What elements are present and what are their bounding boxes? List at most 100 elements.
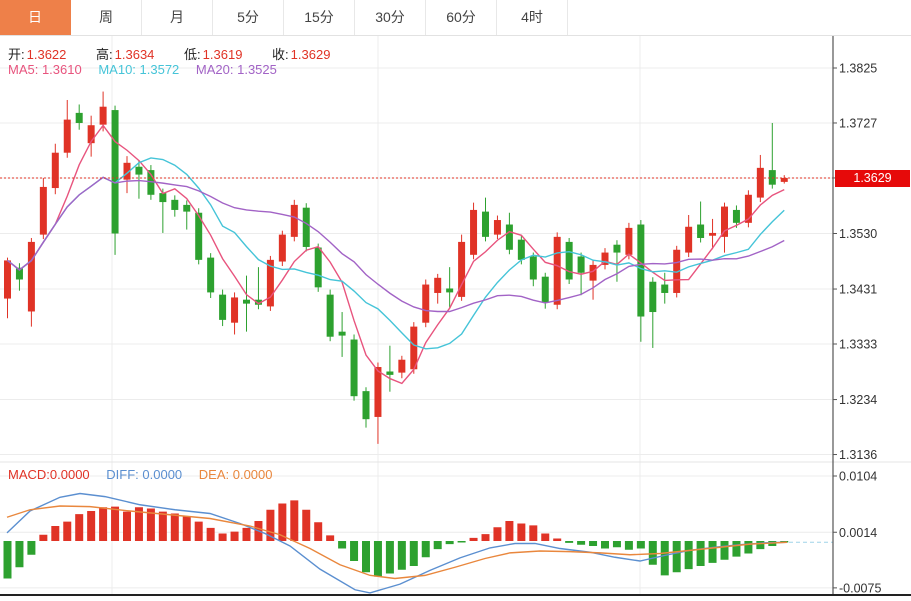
candle-body [589,264,597,281]
high-label: 高: [96,47,113,62]
candle-body [195,212,203,260]
macd-bar [421,541,430,558]
candle-body [63,119,71,153]
macd-bar [111,506,120,541]
y-axis-label: 1.3431 [839,283,877,297]
candle-body [207,257,215,293]
candle-body [386,371,394,375]
macd-bar [338,541,347,549]
macd-bar [756,541,765,550]
macd-bar [278,503,287,541]
y-axis-label: 0.0014 [839,526,877,540]
high-value: 1.3634 [114,47,155,62]
macd-bar [469,537,478,541]
macd-bar [684,541,693,570]
macd-bar [601,541,609,549]
candle-body [111,110,119,234]
macd-bar [660,541,669,576]
ma-legend: MA5: 1.3610 MA10: 1.3572 MA20: 1.3525 [8,62,290,77]
open-label: 开: [8,47,25,62]
macd-bar [409,541,418,566]
tab-30min[interactable]: 30分 [355,0,426,35]
tab-60min[interactable]: 60分 [426,0,497,35]
ma10-value: MA10: 1.3572 [98,62,180,77]
tab-week[interactable]: 周 [71,0,142,35]
candle-body [410,326,418,370]
diff-line [6,492,788,594]
macd-bar [15,541,24,568]
macd-bar [242,527,251,541]
tab-day[interactable]: 日 [0,0,71,35]
macd-bar [350,541,359,561]
y-axis-label: 1.3333 [839,338,877,352]
y-axis-label: 1.3234 [839,393,877,407]
y-axis-label: 1.3825 [839,62,877,76]
candle-body [135,166,143,175]
candle-body [231,297,239,323]
candle-body [87,125,95,144]
candle-body [219,294,227,320]
candle-body [709,232,717,236]
macd-bar [577,541,586,545]
ma20-line [7,176,785,313]
macd-bar [445,541,454,545]
macd-bar [158,511,167,541]
macd-bar [541,533,550,541]
macd-bar [648,541,657,565]
macd-bar [302,509,311,541]
candle-body [601,252,609,265]
candle-body [577,256,585,273]
macd-bar [672,541,681,573]
interval-tabbar: 日周月 5分 15分 30分 60分 4时 [0,0,911,36]
tab-4h[interactable]: 4时 [497,0,568,35]
candle-body [15,267,23,280]
macd-bar [708,541,717,563]
candle-body [183,204,191,212]
macd-bar [385,541,394,574]
macd-bar [612,541,621,548]
candle-body [302,207,310,247]
macd-value: MACD:0.0000 [8,467,90,482]
candle-body [39,186,47,235]
ma20-value: MA20: 1.3525 [195,62,277,77]
candle-body [314,247,322,288]
macd-bar [589,541,598,546]
macd-bar [3,541,12,579]
candle-body [517,239,525,260]
macd-bar [326,535,335,541]
macd-bar [433,541,442,550]
candle-body [171,199,179,210]
candle-body [266,259,274,307]
tab-month[interactable]: 月 [142,0,213,35]
macd-bar [744,541,753,554]
candle-body [446,288,454,293]
macd-bar [732,541,741,557]
macd-bar [314,522,323,541]
y-axis-label: 1.3530 [839,227,877,241]
candle-body [422,284,430,323]
candle-body [398,359,406,373]
candle-body [123,162,131,180]
tab-5min[interactable]: 5分 [213,0,284,35]
candle-body [732,209,740,223]
candle-body [637,224,645,317]
candle-body [780,177,788,182]
dea-line [6,505,788,580]
macd-bar [182,516,191,541]
ma10-line [7,157,785,350]
macd-bar [75,514,84,541]
candle-body [27,241,35,312]
macd-bar [624,541,633,550]
macd-bar [529,525,538,541]
open-value: 1.3622 [26,47,67,62]
candle-body [768,170,776,185]
macd-bar [457,541,466,543]
candle-body [565,241,573,280]
macd-bar [553,538,562,541]
tab-15min[interactable]: 15分 [284,0,355,35]
candle-body [434,277,442,293]
candle-body [350,339,358,397]
candle-body [553,236,561,305]
candle-body [625,227,633,255]
